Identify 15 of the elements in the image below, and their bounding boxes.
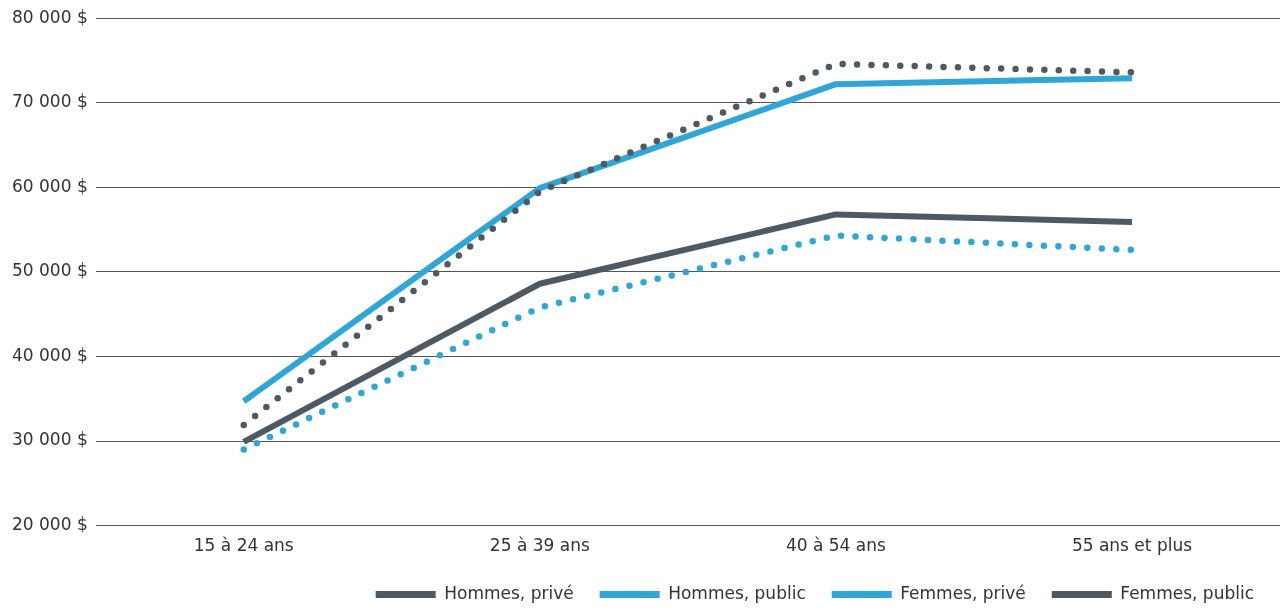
x-tick-label: 25 à 39 ans bbox=[489, 535, 590, 556]
y-tick-label: 40 000 $ bbox=[12, 344, 88, 365]
x-tick-label: 55 ans et plus bbox=[1071, 535, 1193, 556]
legend-label: Femmes, public bbox=[1120, 582, 1254, 603]
y-tick-label: 20 000 $ bbox=[12, 514, 88, 535]
y-tick-label: 80 000 $ bbox=[12, 6, 88, 27]
legend-label: Hommes, privé bbox=[444, 582, 574, 603]
y-tick-label: 50 000 $ bbox=[12, 260, 88, 281]
y-tick-label: 70 000 $ bbox=[12, 91, 88, 112]
y-tick-label: 60 000 $ bbox=[12, 175, 88, 196]
legend-label: Hommes, public bbox=[668, 582, 806, 603]
x-tick-label: 15 à 24 ans bbox=[193, 535, 294, 556]
legend-label: Femmes, privé bbox=[900, 582, 1026, 603]
y-tick-label: 30 000 $ bbox=[12, 429, 88, 450]
x-tick-label: 40 à 54 ans bbox=[785, 535, 886, 556]
